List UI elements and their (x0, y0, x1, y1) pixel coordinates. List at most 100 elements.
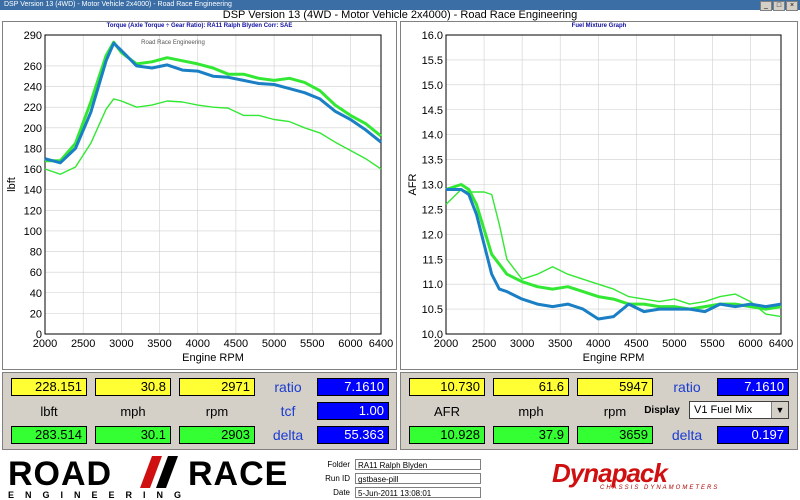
x-tick-label: 2000 (434, 338, 458, 350)
x-tick-label: 5500 (300, 338, 324, 350)
window-title-small: DSP Version 13 (4WD) - Motor Vehicle 2x4… (4, 1, 232, 8)
y-tick-label: 12.5 (422, 204, 443, 216)
y-tick-label: 13.0 (422, 180, 443, 192)
label-lbft: lbft (40, 404, 58, 419)
window-title: DSP Version 13 (4WD - Motor Vehicle 2x40… (222, 9, 578, 21)
afr-chart[interactable]: 2000 2500 3000 3500 4000 4500 5000 5500 6000 6400… (401, 22, 797, 369)
readout-mph-cursor1: 30.8 (95, 378, 171, 396)
x-tick-label: 2500 (472, 338, 496, 350)
y-tick-label: 220 (24, 102, 42, 114)
logo-race: RACE (188, 455, 289, 493)
y-tick-label: 80 (30, 247, 42, 259)
y-axis-label: AFR (407, 173, 419, 195)
afr-readouts: 10.730 61.6 5947 AFR mph rpm 10.928 37.9… (400, 372, 798, 450)
readout-rpm-cursor1: 2971 (179, 378, 255, 396)
y-tick-label: 140 (24, 185, 42, 197)
y-tick-label: 60 (30, 267, 42, 279)
window-controls: _ □ × (760, 1, 798, 11)
x-tick-label: 4000 (185, 338, 209, 350)
label-afr: AFR (434, 404, 460, 419)
series-line-0 (446, 188, 782, 321)
maximize-icon[interactable]: □ (773, 1, 785, 11)
y-tick-label: 240 (24, 82, 42, 94)
ratio-label: ratio (274, 379, 302, 395)
x-tick-label: 3500 (548, 338, 572, 350)
delta-label: delta (671, 427, 703, 443)
ratio-label: ratio (673, 379, 701, 395)
torque-readouts: 228.151 30.8 2971 lbft mph rpm 283.514 3… (2, 372, 397, 450)
y-tick-label: 200 (24, 123, 42, 135)
x-tick-label: 6400 (369, 338, 393, 350)
x-tick-label: 3000 (510, 338, 534, 350)
folder-label: Folder (327, 460, 350, 469)
y-tick-label: 15.5 (422, 55, 443, 67)
dynapack-logo: Dynapack (552, 458, 668, 488)
y-tick-label: 13.5 (422, 155, 443, 167)
series-line-1 (445, 183, 782, 311)
readout-rpm-cursor1: 5947 (577, 378, 653, 396)
minimize-icon[interactable]: _ (760, 1, 772, 11)
y-tick-label: 20 (30, 308, 42, 320)
y-tick-label: 120 (24, 205, 42, 217)
readout-afr-cursor2: 10.928 (409, 426, 485, 444)
torque-chart[interactable]: 2000 2500 3000 3500 4000 4500 5000 5500 6000 6400… (3, 22, 396, 369)
readout-mph-cursor2: 37.9 (493, 426, 569, 444)
x-tick-label: 4500 (624, 338, 648, 350)
x-tick-label: 6000 (738, 338, 762, 350)
logo-slash-icon (140, 456, 178, 488)
plot-frame (445, 34, 782, 335)
y-tick-label: 11.5 (422, 254, 443, 266)
x-tick-label: 3500 (147, 338, 171, 350)
chevron-down-icon[interactable]: ▼ (771, 402, 788, 418)
readout-mph-cursor1: 61.6 (493, 378, 569, 396)
y-axis-label: lbft (6, 177, 18, 192)
readout-rpm-cursor2: 2903 (179, 426, 255, 444)
delta-value: 0.197 (717, 426, 789, 444)
y-tick-label: 0 (36, 329, 42, 341)
torque-chart-subtitle: Road Race Engineering (141, 40, 205, 46)
x-tick-label: 5000 (662, 338, 686, 350)
torque-panel: Torque (Axle Torque ÷ Gear Ratio): RA11 … (2, 21, 397, 370)
display-select-value: V1 Fuel Mix (694, 404, 753, 416)
x-tick-label: 2000 (33, 338, 57, 350)
x-tick-label: 5000 (262, 338, 286, 350)
x-tick-label: 3000 (109, 338, 133, 350)
x-tick-label: 5500 (700, 338, 724, 350)
afr-panel-title: Fuel Mixture Graph (571, 23, 627, 29)
label-mph: mph (518, 404, 544, 419)
dynapack-tagline: CHASSIS DYNAMOMETERS (600, 485, 720, 491)
readout-lbft-cursor1: 228.151 (11, 378, 87, 396)
y-tick-label: 10.0 (422, 329, 443, 341)
x-tick-label: 6000 (338, 338, 362, 350)
plot-frame (44, 34, 382, 335)
tcf-value: 1.00 (317, 402, 389, 420)
x-axis-label: Engine RPM (182, 352, 244, 364)
afr-panel: Fuel Mixture Graph 2000 2500 3000 3500 4000 4… (400, 21, 798, 370)
date-value: 5-Jun-2011 13:08:01 (355, 487, 481, 498)
close-icon[interactable]: × (786, 1, 798, 11)
display-label: Display (644, 405, 680, 416)
display-select[interactable]: V1 Fuel Mix ▼ (689, 401, 789, 419)
readout-rpm-cursor2: 3659 (577, 426, 653, 444)
x-tick-label: 4000 (586, 338, 610, 350)
x-tick-label: 6400 (769, 338, 793, 350)
delta-value: 55.363 (317, 426, 389, 444)
y-tick-label: 40 (30, 288, 42, 300)
y-tick-label: 180 (24, 143, 42, 155)
logo-engineering: ENGINEERING (8, 490, 193, 500)
footer: ROAD RACE ENGINEERING Folder RA11 Ralph … (0, 452, 800, 500)
x-axis-label: Engine RPM (583, 352, 645, 364)
y-tick-label: 16.0 (422, 30, 443, 42)
ratio-value: 7.1610 (717, 378, 789, 396)
date-label: Date (333, 488, 350, 497)
runid-value: gstbase-pill (355, 473, 481, 484)
series-line-0 (44, 41, 382, 165)
logo-road: ROAD (8, 455, 113, 493)
x-tick-label: 4500 (224, 338, 248, 350)
y-tick-label: 100 (24, 226, 42, 238)
y-tick-label: 14.5 (422, 105, 443, 117)
x-tick-label: 2500 (71, 338, 95, 350)
torque-panel-title: Torque (Axle Torque ÷ Gear Ratio): RA11 … (106, 23, 293, 29)
series-line-1 (45, 40, 382, 163)
y-tick-label: 12.0 (422, 229, 443, 241)
